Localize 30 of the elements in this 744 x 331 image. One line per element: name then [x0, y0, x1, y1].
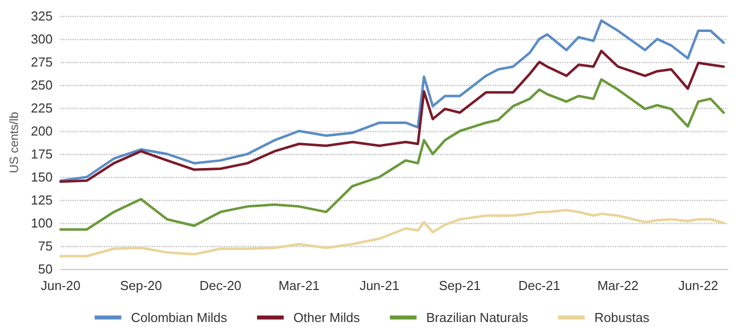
line-series — [59, 78, 725, 231]
x-tick-label: Sep-21 — [438, 278, 481, 293]
y-tick-label: 200 — [30, 124, 53, 138]
x-tick-label: Dec-21 — [518, 278, 560, 293]
x-tick-label: Mar-22 — [597, 278, 639, 293]
x-tick-label: Dec-20 — [199, 278, 242, 293]
y-tick-label: 325 — [30, 8, 53, 24]
y-tick-label: 50 — [38, 262, 53, 276]
y-tick-label: 125 — [30, 192, 53, 208]
legend-label: Robustas — [594, 310, 650, 325]
line-series — [59, 208, 725, 258]
legend-label: Colombian Milds — [130, 310, 228, 325]
line-series — [59, 19, 725, 182]
x-tick-label: Mar-21 — [278, 278, 320, 293]
y-tick-label: 250 — [30, 78, 53, 92]
y-tick-label: 75 — [38, 238, 53, 254]
legend-label: Brazilian Naturals — [426, 310, 529, 325]
y-tick-label: 175 — [30, 146, 53, 162]
line-series — [59, 50, 725, 183]
x-tick-label: Jun-21 — [360, 278, 400, 293]
y-tick-label: 100 — [30, 216, 53, 230]
y-tick-label: 150 — [30, 170, 53, 184]
x-tick-label: Jun-22 — [678, 278, 718, 293]
y-axis-title: US cents/lb — [7, 111, 21, 174]
x-tick-label: Sep-20 — [120, 278, 162, 293]
y-tick-label: 275 — [30, 54, 53, 70]
y-tick-label: 300 — [30, 32, 53, 46]
legend-label: Other Milds — [293, 310, 360, 325]
x-tick-label: Jun-20 — [40, 278, 80, 293]
y-tick-label: 225 — [30, 100, 53, 116]
